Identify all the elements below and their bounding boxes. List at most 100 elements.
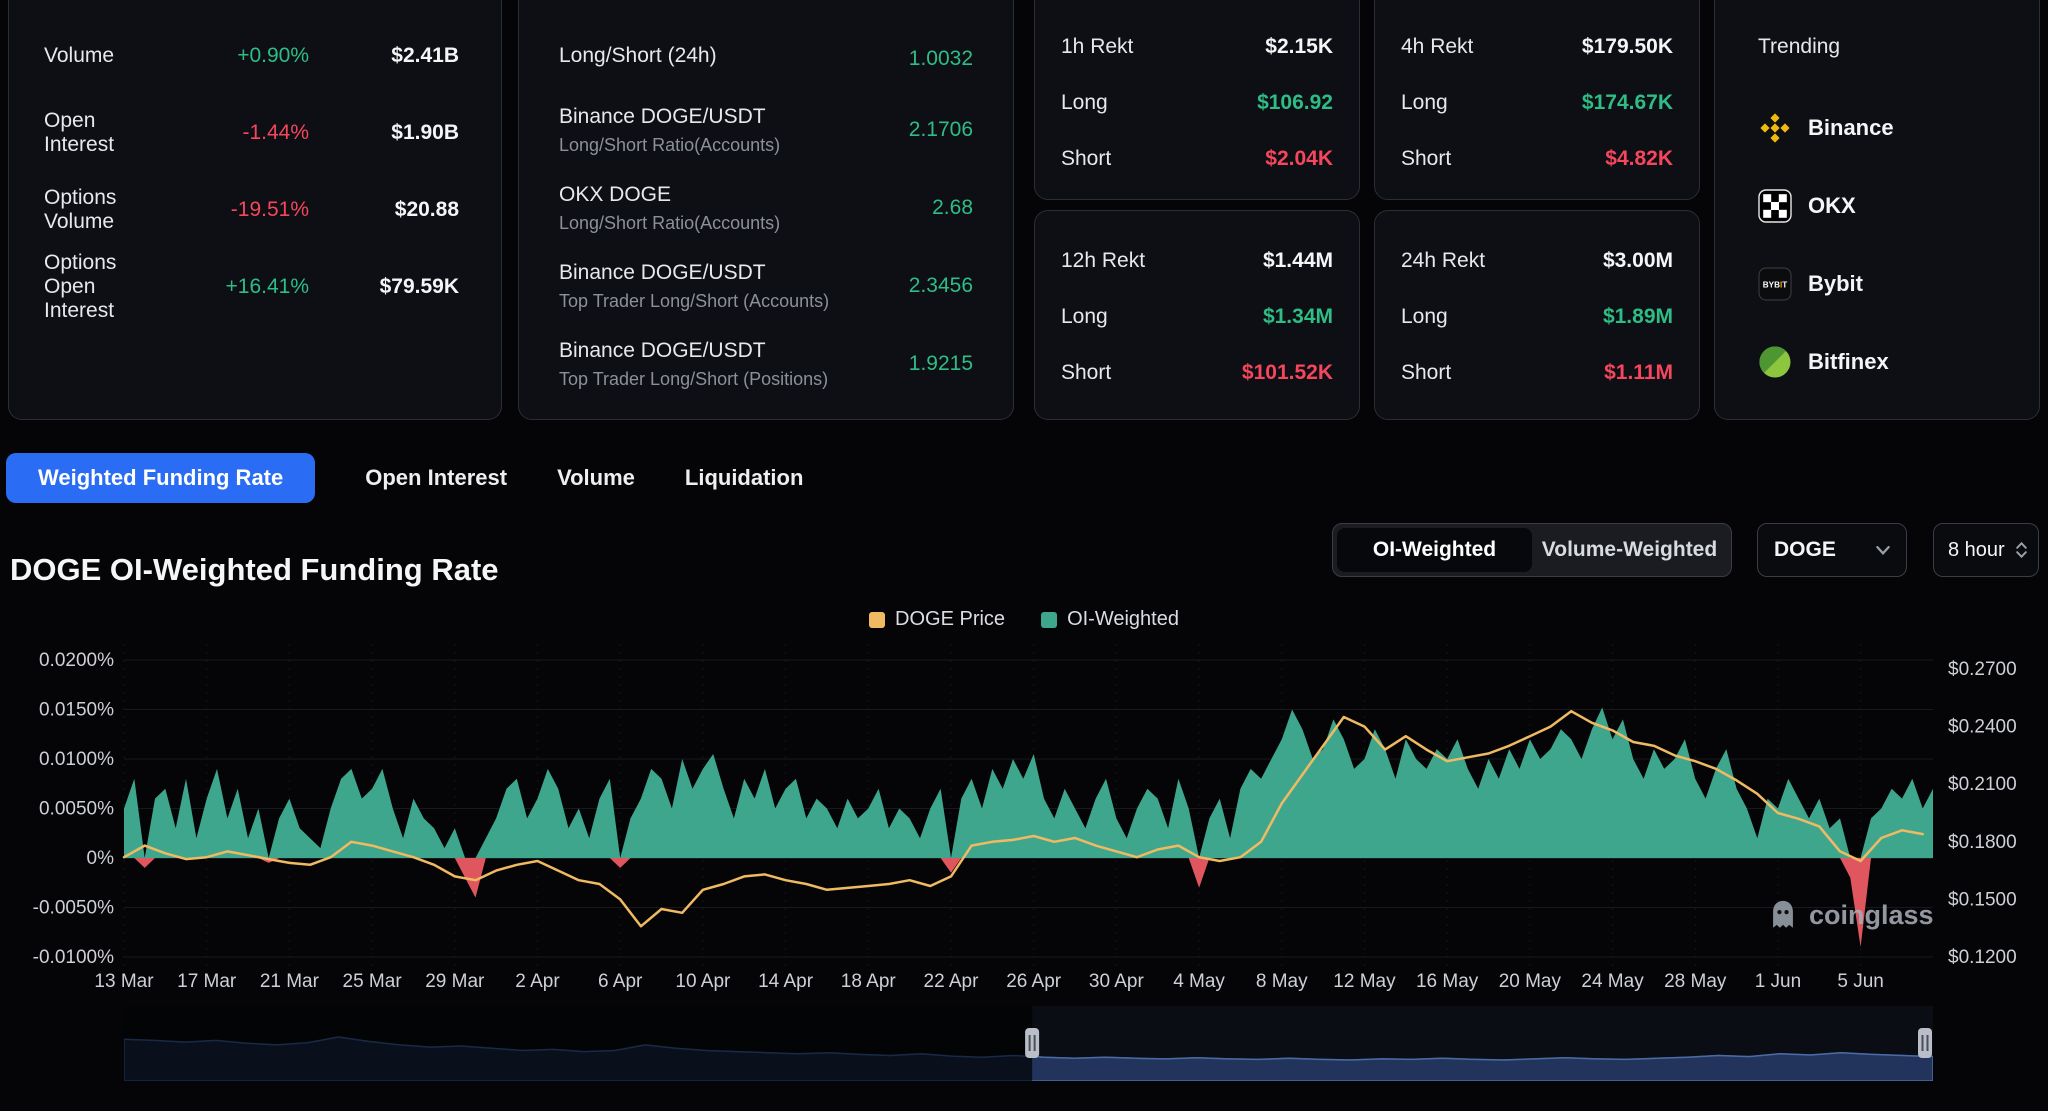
x-axis-tick: 18 Apr: [841, 971, 897, 992]
x-axis-tick: 6 Apr: [598, 971, 643, 992]
symbol-select[interactable]: DOGE: [1757, 523, 1907, 577]
stat-change: -1.44%: [242, 120, 309, 144]
ratio-subtitle: Top Trader Long/Short (Accounts): [559, 290, 830, 311]
stat-value: $20.88: [394, 197, 459, 221]
stat-row-open-interest: Open Interest -1.44% $1.90B: [44, 94, 459, 171]
ratio-row: Binance DOGE/USDT Top Trader Long/Short …: [559, 247, 973, 325]
rekt-long-value: $174.67K: [1581, 91, 1673, 114]
ratio-title: Binance DOGE/USDT: [559, 338, 766, 362]
chart-tabs: Weighted Funding Rate Open Interest Volu…: [6, 453, 803, 503]
market-stats-card: Volume +0.90% $2.41B Open Interest -1.44…: [8, 0, 502, 420]
rekt-total: $179.50K: [1581, 35, 1673, 58]
x-axis-tick: 4 May: [1173, 971, 1225, 992]
left-axis-tick: -0.0100%: [33, 947, 114, 968]
navigator-unselected-region: [124, 1006, 1033, 1081]
x-axis-tick: 12 May: [1333, 971, 1396, 992]
trending-title: Trending: [1758, 35, 1841, 58]
left-axis-tick: 0.0050%: [39, 799, 114, 820]
rekt-card-24h: 24h Rekt $3.00M Long $1.89M Short $1.11M: [1374, 210, 1700, 420]
rekt-card-1h: 1h Rekt $2.15K Long $106.92 Short $2.04K: [1034, 0, 1360, 200]
chart-navigator[interactable]: [124, 1006, 1933, 1081]
tab-weighted-funding-rate[interactable]: Weighted Funding Rate: [6, 453, 316, 503]
rekt-short-label: Short: [1401, 147, 1452, 170]
navigator-handle-right[interactable]: [1918, 1028, 1932, 1058]
toggle-volume-weighted[interactable]: Volume-Weighted: [1541, 538, 1718, 561]
x-axis-tick: 8 May: [1256, 971, 1308, 992]
right-axis-tick: $0.2400: [1948, 717, 2017, 738]
trending-label: OKX: [1808, 193, 1856, 218]
rekt-long-value: $106.92: [1257, 91, 1333, 114]
tab-volume[interactable]: Volume: [557, 465, 635, 490]
doge-price-swatch: [869, 611, 886, 628]
ratio-value: 2.3456: [908, 274, 973, 297]
tab-open-interest[interactable]: Open Interest: [365, 465, 508, 490]
stat-value: $1.90B: [391, 120, 459, 144]
okx-icon: [1758, 189, 1792, 223]
ratio-title: Binance DOGE/USDT: [559, 260, 766, 284]
left-axis-tick: 0.0100%: [39, 749, 114, 770]
stat-value: $2.41B: [391, 43, 459, 67]
trending-item-okx[interactable]: OKX: [1758, 167, 2013, 245]
rekt-card-12h: 12h Rekt $1.44M Long $1.34M Short $101.52K: [1034, 210, 1360, 420]
ratio-row: Long/Short (24h) 1.0032: [559, 27, 973, 91]
bybit-icon: BYBIT: [1758, 267, 1792, 301]
ratio-value: 1.9215: [908, 352, 973, 375]
x-axis-tick: 16 May: [1416, 971, 1479, 992]
trending-label: Binance: [1808, 115, 1894, 140]
rekt-long-label: Long: [1401, 305, 1448, 328]
rekt-long-label: Long: [1401, 91, 1448, 114]
bitfinex-icon: [1759, 346, 1791, 378]
rekt-period: 12h Rekt: [1061, 249, 1146, 272]
x-axis-tick: 26 Apr: [1006, 971, 1062, 992]
watermark-text: coinglass: [1809, 899, 1934, 930]
rekt-total: $1.44M: [1262, 249, 1333, 272]
left-axis-tick: 0.0200%: [39, 650, 114, 671]
rekt-long-value: $1.34M: [1262, 305, 1333, 328]
funding-rate-chart[interactable]: 13 Mar 17 Mar 21 Mar 25 Mar 29 Mar 2 Apr 6 Apr…: [0, 630, 2048, 1002]
toggle-oi-weighted[interactable]: OI-Weighted: [1337, 528, 1532, 572]
x-axis-tick: 28 May: [1664, 971, 1727, 992]
right-axis-tick: $0.1500: [1948, 889, 2017, 910]
rekt-short-value: $1.11M: [1604, 361, 1673, 384]
rekt-short-value: $101.52K: [1241, 361, 1333, 384]
left-axis-tick: -0.0050%: [33, 898, 114, 919]
right-axis-tick: $0.1800: [1948, 832, 2017, 853]
x-axis-tick: 24 May: [1581, 971, 1644, 992]
x-axis-tick: 17 Mar: [177, 971, 237, 992]
trending-item-bitfinex[interactable]: Bitfinex: [1758, 323, 2013, 401]
long-short-ratio-card: Long/Short (24h) 1.0032 Binance DOGE/USD…: [518, 0, 1014, 420]
legend-label: OI-Weighted: [1067, 608, 1179, 630]
ratio-title: OKX DOGE: [559, 182, 672, 206]
ratio-title: Long/Short (24h): [559, 44, 717, 67]
stat-change: -19.51%: [230, 197, 309, 221]
symbol-select-value: DOGE: [1774, 538, 1836, 561]
navigator-selected-region[interactable]: [1032, 1006, 1933, 1081]
funding-negative-area: [124, 858, 1933, 948]
svg-text:BYBIT: BYBIT: [1763, 281, 1788, 290]
ratio-subtitle: Long/Short Ratio(Accounts): [559, 212, 781, 233]
navigator-handle-left[interactable]: [1025, 1028, 1040, 1058]
x-axis-tick: 10 Apr: [675, 971, 731, 992]
legend-item-oi-weighted[interactable]: OI-Weighted: [1041, 608, 1179, 631]
legend-item-doge-price[interactable]: DOGE Price: [869, 608, 1005, 631]
trending-item-bybit[interactable]: BYBIT Bybit: [1758, 245, 2013, 323]
rekt-short-value: $4.82K: [1605, 147, 1673, 170]
x-axis-tick: 25 Mar: [343, 971, 403, 992]
ratio-value: 1.0032: [908, 47, 973, 70]
stat-row-volume: Volume +0.90% $2.41B: [44, 17, 459, 94]
ratio-value: 2.1706: [908, 118, 973, 141]
rekt-total: $3.00M: [1602, 249, 1673, 272]
x-axis-tick: 1 Jun: [1755, 971, 1801, 992]
stat-value: $79.59K: [379, 274, 459, 298]
x-axis-tick: 22 Apr: [924, 971, 980, 992]
ratio-subtitle: Long/Short Ratio(Accounts): [559, 134, 781, 155]
trending-item-binance[interactable]: Binance: [1758, 89, 2013, 167]
tab-liquidation[interactable]: Liquidation: [684, 465, 804, 490]
oi-weighted-swatch: [1041, 611, 1058, 628]
interval-select[interactable]: 8 hour: [1933, 523, 2039, 577]
x-axis-tick: 5 Jun: [1837, 971, 1883, 992]
rekt-long-label: Long: [1061, 305, 1108, 328]
ratio-row: OKX DOGE Long/Short Ratio(Accounts) 2.68: [559, 169, 973, 247]
stat-label: Options Open Interest: [44, 250, 117, 322]
right-axis-tick: $0.2700: [1948, 659, 2017, 680]
